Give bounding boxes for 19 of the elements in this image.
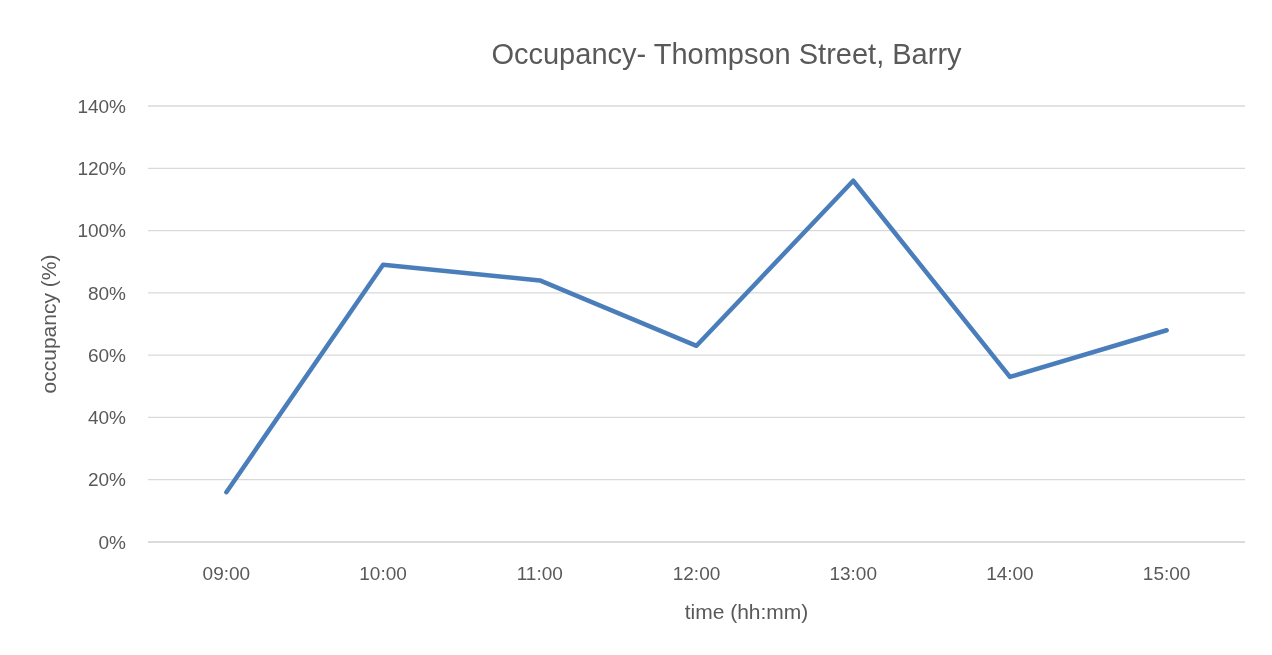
- x-tick-label: 09:00: [202, 563, 251, 584]
- x-tick-label: 11:00: [516, 563, 563, 584]
- y-tick-label: 80%: [87, 282, 127, 304]
- y-tick-label: 60%: [87, 344, 127, 366]
- y-tick-label: 0%: [98, 531, 127, 553]
- x-tick-label: 12:00: [672, 563, 721, 584]
- y-tick-label: 140%: [77, 95, 127, 117]
- y-tick-label: 100%: [77, 220, 127, 242]
- x-tick-label: 13:00: [829, 563, 877, 584]
- y-tick-label: 20%: [87, 469, 127, 491]
- y-tick-label: 40%: [87, 407, 127, 429]
- y-axis-title: occupancy (%): [37, 254, 60, 394]
- x-tick-label: 10:00: [359, 563, 407, 584]
- y-tick-label: 120%: [77, 157, 127, 179]
- x-tick-label: 15:00: [1142, 563, 1191, 584]
- x-tick-label: 14:00: [986, 563, 1034, 584]
- chart-title: Occupancy- Thompson Street, Barry: [491, 38, 963, 70]
- line-series: [224, 178, 1169, 495]
- x-axis-title: time (hh:mm): [684, 600, 809, 623]
